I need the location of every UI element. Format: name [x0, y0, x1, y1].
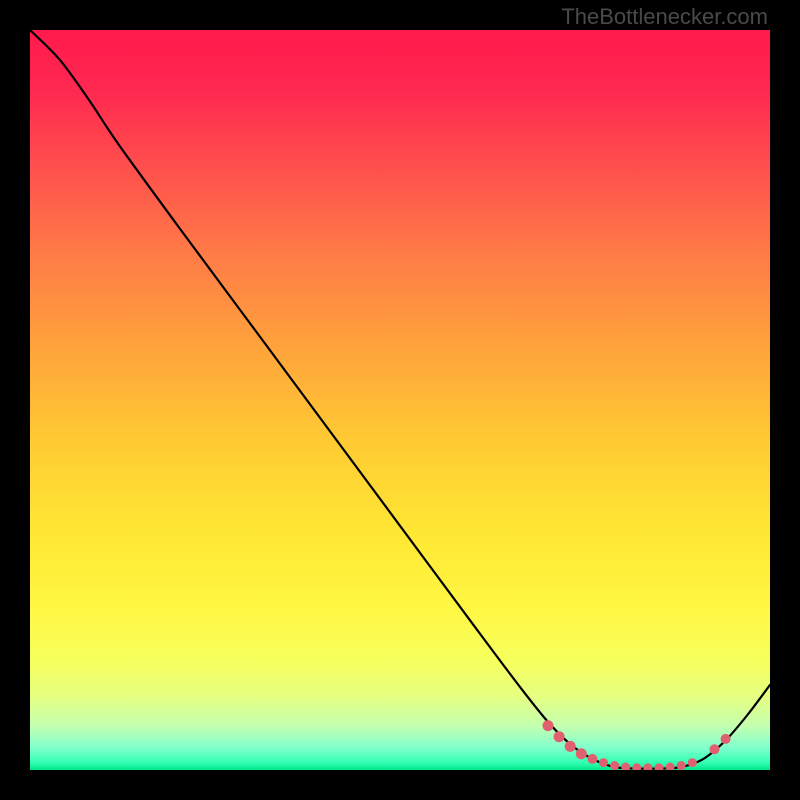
highlight-dot	[543, 720, 554, 731]
highlight-dot	[688, 758, 697, 767]
highlight-dot	[610, 761, 619, 770]
highlight-dot	[554, 731, 565, 742]
highlight-dot	[599, 758, 608, 767]
watermark-text: TheBottlenecker.com	[561, 4, 768, 30]
highlight-dot	[721, 734, 731, 744]
highlight-dot	[587, 754, 597, 764]
bottleneck-chart	[30, 30, 770, 770]
highlight-dot	[565, 741, 576, 752]
highlight-dot	[677, 761, 686, 770]
chart-container	[30, 30, 770, 770]
highlight-dot	[576, 748, 587, 759]
chart-background	[30, 30, 770, 770]
highlight-dot	[710, 744, 720, 754]
